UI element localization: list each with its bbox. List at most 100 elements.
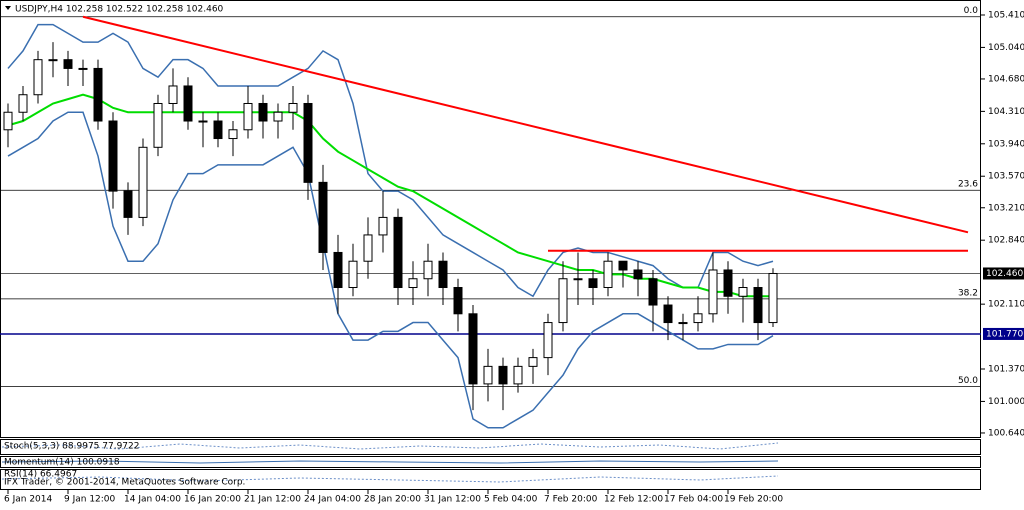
candle-body: [708, 269, 718, 315]
candle-body: [63, 59, 73, 69]
trendline: [82, 15, 969, 234]
candle-body: [738, 287, 748, 297]
candle-body: [243, 102, 253, 131]
candle-body: [198, 120, 208, 123]
fib-label: 50.0: [958, 376, 978, 386]
y-tick-label: 103.570: [988, 172, 1024, 182]
candle-body: [588, 278, 598, 289]
fib-label: 38.2: [958, 288, 978, 298]
candle-body: [228, 129, 238, 140]
y-tick-label: 102.840: [988, 236, 1024, 246]
y-tick-label: 105.040: [988, 43, 1024, 53]
y-tick-label: 104.680: [988, 74, 1024, 84]
candle-body: [528, 357, 538, 367]
candle-body: [423, 260, 433, 280]
momentum-frame: [0, 456, 981, 468]
candle-body: [18, 94, 28, 113]
candle-body: [393, 216, 403, 289]
candle-body: [498, 365, 508, 385]
candle-body: [153, 102, 163, 148]
overlay-line: [7, 93, 773, 298]
y-tick-label: 101.000: [988, 397, 1024, 407]
y-tick-label: 104.310: [988, 107, 1024, 117]
indicator-label: Stoch(5,3,3) 88.9975 77.9722: [4, 442, 139, 452]
main-frame: [0, 0, 981, 438]
candle-body: [303, 102, 313, 183]
candle-body: [573, 278, 583, 281]
x-tick-label: 28 Jan 20:00: [364, 495, 421, 505]
x-tick-label: 24 Jan 04:00: [304, 495, 361, 505]
x-tick-label: 9 Jan 12:00: [64, 495, 116, 505]
candle-body: [723, 269, 733, 297]
candle-body: [93, 67, 103, 122]
candle-body: [408, 278, 418, 289]
y-tick-label: 101.370: [988, 365, 1024, 375]
fib-label: 23.6: [958, 180, 978, 190]
overlay-line: [7, 111, 774, 429]
candle-body: [288, 102, 298, 113]
x-tick-label: 16 Jan 20:00: [184, 495, 241, 505]
candle-body: [693, 313, 703, 324]
candle-body: [468, 313, 478, 385]
x-tick-label: 17 Feb 04:00: [664, 495, 723, 505]
fib-label: 0.0: [964, 6, 979, 16]
x-tick-label: 21 Jan 12:00: [244, 495, 301, 505]
y-tick-label: 103.940: [988, 139, 1024, 149]
candle-body: [633, 269, 643, 280]
y-tick-label: 100.640: [988, 428, 1024, 438]
price-box: [983, 267, 1024, 280]
candle-body: [123, 190, 133, 218]
y-tick-label: 105.410: [988, 10, 1024, 20]
rsi-line: [1, 475, 779, 483]
footer: IFX Trader, © 2001-2014, MetaQuotes Soft…: [4, 478, 245, 488]
x-tick-label: 6 Jan 2014: [4, 495, 52, 505]
candle-body: [618, 260, 628, 271]
candle-body: [168, 85, 178, 104]
candle-body: [258, 102, 268, 122]
candle-body: [273, 111, 283, 122]
stoch-line: [1, 442, 779, 450]
candle-body: [348, 260, 358, 289]
candle-body: [663, 304, 673, 324]
x-tick-label: 12 Feb 12:00: [604, 495, 663, 505]
x-tick-label: 5 Feb 04:00: [484, 495, 538, 505]
overlay-line: [7, 23, 774, 298]
candle-body: [213, 120, 223, 140]
price-box-label: 102.460: [986, 269, 1023, 279]
chart-title: USDJPY,H4 102.258 102.522 102.258 102.46…: [15, 5, 224, 15]
candle-body: [318, 181, 328, 253]
indicator-label: Momentum(14) 100.0918: [4, 458, 120, 468]
candle-body: [183, 85, 193, 122]
candle-body: [48, 59, 58, 62]
candle-body: [453, 287, 463, 315]
candle-body: [438, 260, 448, 289]
candle-body: [558, 278, 568, 324]
y-tick-label: 102.110: [988, 300, 1024, 310]
indicator-label: RSI(14) 66.4967: [4, 470, 77, 480]
candle-body: [333, 251, 343, 289]
momentum-line: [1, 460, 779, 464]
menu-arrow[interactable]: [5, 6, 11, 10]
candle-body: [483, 365, 493, 385]
candle-body: [648, 278, 658, 306]
candle-body: [33, 59, 43, 96]
stoch-frame: [0, 439, 981, 455]
candle-body: [543, 322, 553, 359]
candle-body: [753, 287, 763, 324]
candle-body: [603, 260, 613, 289]
candle-body: [3, 111, 13, 131]
candle-body: [768, 272, 778, 324]
candle-body: [678, 322, 688, 325]
x-tick-label: 14 Jan 04:00: [124, 495, 181, 505]
price-box-label: 101.770: [986, 329, 1023, 339]
candle-body: [378, 216, 388, 236]
candle-body: [363, 234, 373, 262]
candle-body: [78, 67, 88, 70]
x-tick-label: 31 Jan 12:00: [424, 495, 481, 505]
rsi-frame: [0, 469, 981, 490]
candle-body: [138, 146, 148, 218]
y-tick-label: 103.210: [988, 203, 1024, 213]
x-tick-label: 7 Feb 20:00: [544, 495, 598, 505]
